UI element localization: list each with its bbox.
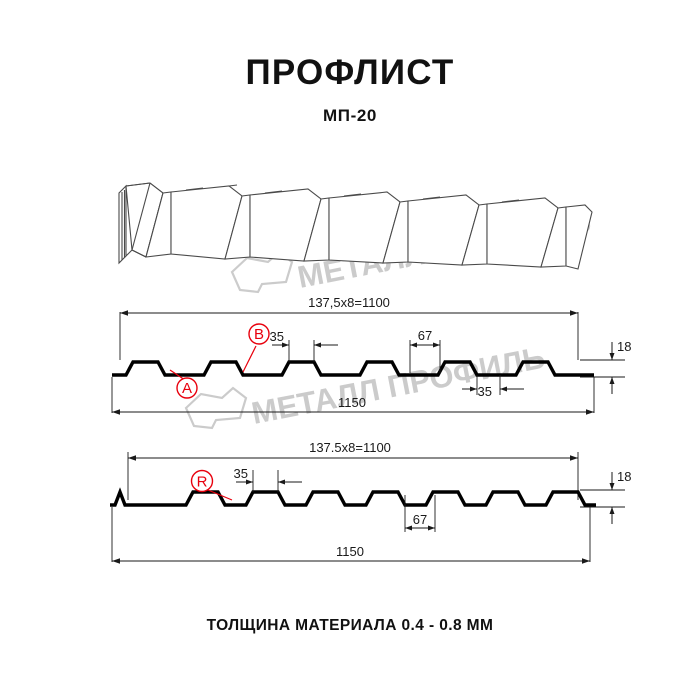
watermark-2: МЕТАЛЛ ПРОФИЛЬ [184, 340, 548, 431]
section-b-rib-pitch-label: 67 [413, 512, 427, 527]
section-a-group: 137,5x8=1100 35 67 35 18 [111, 295, 631, 415]
isometric-profile-view [118, 182, 593, 270]
callout-r-label: R [197, 474, 208, 491]
watermark-text-2: МЕТАЛЛ ПРОФИЛЬ [249, 340, 548, 431]
section-a-top-dimension-label: 137,5x8=1100 [308, 295, 390, 310]
section-a-profile [112, 360, 594, 377]
callout-b: B [242, 323, 270, 373]
section-a-rib-pitch-label: 67 [418, 328, 432, 343]
section-b-height-label: 18 [617, 469, 631, 484]
callout-b-label: B [254, 326, 264, 343]
section-a-height-label: 18 [617, 339, 631, 354]
section-a-flat-bottom-label: 35 [478, 384, 492, 399]
callout-r: R [190, 469, 233, 501]
section-b-bottom-dimension-label: 1150 [336, 544, 364, 559]
callout-a-label: A [182, 380, 192, 397]
page-subtitle: МП-20 [323, 105, 377, 125]
page-title: ПРОФЛИСТ [245, 53, 455, 92]
callout-a: A [169, 369, 198, 399]
section-a-bottom-dimension-label: 1150 [338, 395, 366, 410]
section-b-top-dimension-label: 137.5x8=1100 [309, 440, 391, 455]
section-b-profile [110, 487, 596, 507]
section-b-flat-top-label: 35 [234, 466, 248, 481]
page-header: ПРОФЛИСТ МП-20 [0, 0, 700, 126]
material-thickness-note: ТОЛЩИНА МАТЕРИАЛА 0.4 - 0.8 ММ [206, 617, 494, 634]
section-b-group: 137.5x8=1100 35 67 18 1150 [110, 440, 631, 564]
section-a-flat-top-label: 35 [270, 329, 284, 344]
